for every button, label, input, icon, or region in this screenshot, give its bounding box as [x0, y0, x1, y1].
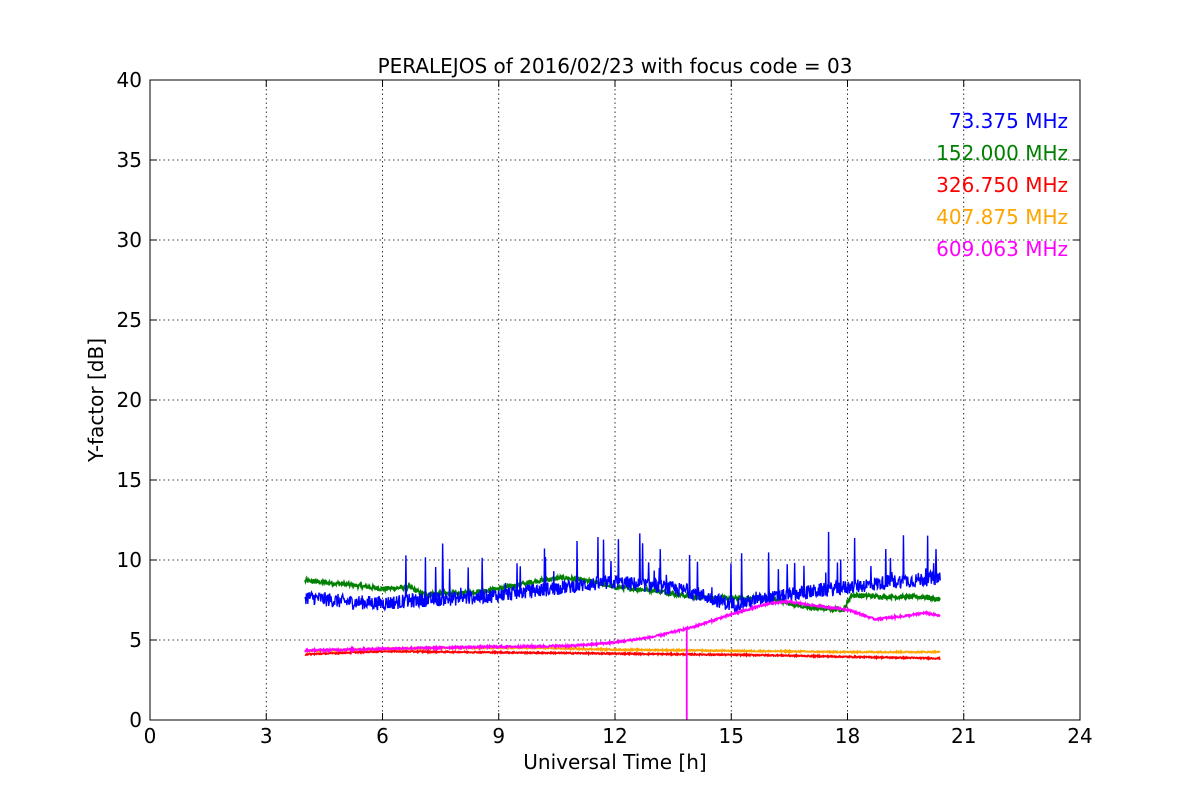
x-tick-label: 18	[835, 724, 860, 748]
grid	[150, 80, 1080, 720]
axis-ticks: 0 3 6 9 12 15 18 21 24 0 5 10 15 20 25 30 35 40	[117, 68, 1093, 748]
y-tick-label: 5	[129, 628, 142, 652]
legend-entry-0: 73.375 MHz	[949, 109, 1068, 133]
legend: 73.375 MHz 152.000 MHz 326.750 MHz 407.875 …	[936, 109, 1068, 261]
y-tick-label: 35	[117, 148, 142, 172]
y-tick-label: 40	[117, 68, 142, 92]
legend-entry-2: 326.750 MHz	[936, 173, 1068, 197]
y-tick-label: 30	[117, 228, 142, 252]
y-axis-label: Y-factor [dB]	[84, 338, 108, 463]
plot-area	[304, 531, 941, 720]
legend-entry-4: 609.063 MHz	[936, 237, 1068, 261]
y-tick-label: 25	[117, 308, 142, 332]
x-tick-label: 0	[144, 724, 157, 748]
chart-title: PERALEJOS of 2016/02/23 with focus code …	[378, 54, 853, 78]
legend-entry-1: 152.000 MHz	[936, 141, 1068, 165]
x-tick-label: 9	[492, 724, 505, 748]
y-tick-label: 10	[117, 548, 142, 572]
x-tick-label: 21	[951, 724, 976, 748]
legend-entry-3: 407.875 MHz	[936, 205, 1068, 229]
y-tick-label: 20	[117, 388, 142, 412]
series-line-0	[304, 531, 941, 614]
x-tick-label: 6	[376, 724, 389, 748]
series-line-2	[304, 648, 941, 661]
x-tick-label: 12	[602, 724, 627, 748]
y-tick-label: 0	[129, 708, 142, 732]
y-tick-label: 15	[117, 468, 142, 492]
x-axis-label: Universal Time [h]	[523, 750, 706, 774]
x-tick-label: 3	[260, 724, 273, 748]
x-tick-label: 24	[1067, 724, 1092, 748]
x-tick-label: 15	[719, 724, 744, 748]
series-line-4	[304, 598, 941, 720]
